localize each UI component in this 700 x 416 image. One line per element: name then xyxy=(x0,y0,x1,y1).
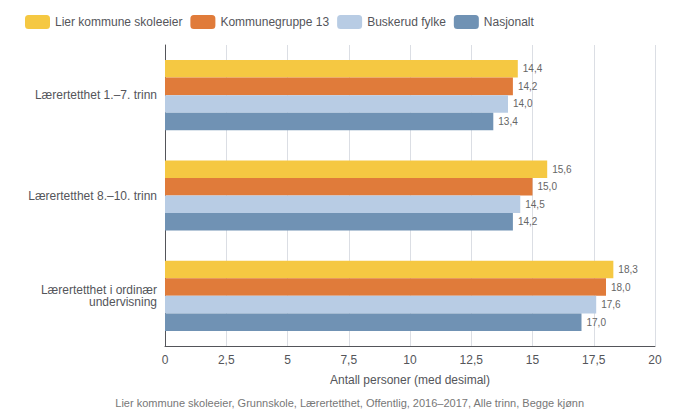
svg-text:14,0: 14,0 xyxy=(513,98,533,109)
svg-text:Kommunegruppe 13: Kommunegruppe 13 xyxy=(220,15,329,29)
svg-text:undervisning: undervisning xyxy=(89,295,157,309)
svg-text:0: 0 xyxy=(162,353,169,367)
svg-text:14,4: 14,4 xyxy=(523,63,543,74)
svg-text:14,5: 14,5 xyxy=(525,199,545,210)
svg-text:14,2: 14,2 xyxy=(518,216,538,227)
svg-text:10: 10 xyxy=(403,353,417,367)
svg-text:20: 20 xyxy=(648,353,662,367)
svg-text:Lier kommune skoleeier, Grunns: Lier kommune skoleeier, Grunnskole, Lære… xyxy=(115,397,584,409)
svg-text:5: 5 xyxy=(284,353,291,367)
svg-text:12,5: 12,5 xyxy=(460,353,484,367)
svg-text:Buskerud fylke: Buskerud fylke xyxy=(367,15,446,29)
svg-text:Nasjonalt: Nasjonalt xyxy=(484,15,535,29)
svg-text:2,5: 2,5 xyxy=(218,353,235,367)
svg-text:15: 15 xyxy=(526,353,540,367)
svg-text:Antall personer (med desimal): Antall personer (med desimal) xyxy=(330,373,490,387)
svg-text:14,2: 14,2 xyxy=(518,81,538,92)
svg-text:Lærertetthet 1.–7. trinn: Lærertetthet 1.–7. trinn xyxy=(35,88,157,102)
svg-text:18,3: 18,3 xyxy=(618,264,638,275)
svg-text:Lærertetthet i ordinær: Lærertetthet i ordinær xyxy=(40,282,157,297)
svg-text:15,6: 15,6 xyxy=(552,164,572,175)
svg-text:13,4: 13,4 xyxy=(498,116,518,127)
svg-text:7,5: 7,5 xyxy=(340,353,357,367)
svg-text:17,6: 17,6 xyxy=(601,299,621,310)
svg-text:15,0: 15,0 xyxy=(538,181,558,192)
svg-text:Lærertetthet 8.–10. trinn: Lærertetthet 8.–10. trinn xyxy=(28,189,157,203)
svg-text:18,0: 18,0 xyxy=(611,282,631,293)
svg-text:17,0: 17,0 xyxy=(587,317,607,328)
svg-text:17,5: 17,5 xyxy=(582,353,606,367)
svg-text:Lier kommune skoleeier: Lier kommune skoleeier xyxy=(55,15,182,29)
